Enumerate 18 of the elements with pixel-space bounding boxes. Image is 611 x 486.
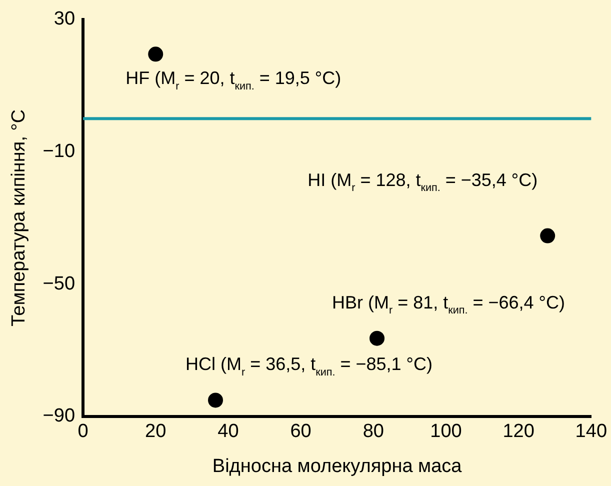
x-tick-label: 40 [218,421,239,442]
point [148,46,164,62]
y-tick-label: −10 [42,140,76,162]
point [370,330,385,346]
y-tick-label: −90 [42,406,76,427]
x-tick-label: 80 [362,421,384,442]
x-tick-label: 120 [502,421,534,442]
x-tick-label: 140 [575,421,607,442]
y-tick-label: −50 [42,273,76,294]
x-tick-label: 0 [78,421,88,442]
x-tick-label: 100 [430,421,462,442]
x-axis-title: Відносна молекулярна маса [212,456,462,477]
y-tick-label: 30 [54,8,76,30]
point [208,392,224,408]
x-tick-label: 60 [290,421,312,442]
y-axis-title: Температура кипіння, °C [8,109,30,326]
x-tick-label: 20 [145,421,166,442]
point [540,228,556,244]
